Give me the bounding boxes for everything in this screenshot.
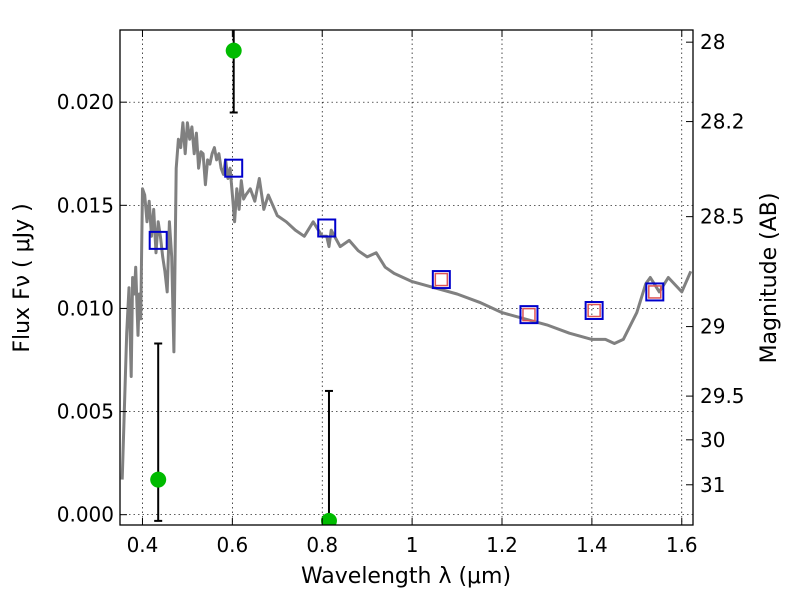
y-axis-label: Flux Fν ( μJy ) bbox=[10, 203, 35, 352]
photometry-point bbox=[150, 471, 167, 488]
model-box-inner bbox=[522, 307, 536, 322]
x-tick-label: 1.6 bbox=[666, 533, 698, 557]
model-box-inner bbox=[587, 303, 601, 318]
y2-axis-label: Magnitude (AB) bbox=[757, 193, 782, 364]
x-tick-label: 1.4 bbox=[576, 533, 608, 557]
y2-tick-label: 28.5 bbox=[700, 205, 745, 229]
model-box-point bbox=[431, 270, 451, 290]
plot-frame bbox=[119, 29, 694, 526]
x-tick-label: 1 bbox=[406, 533, 419, 557]
model-box-point bbox=[645, 282, 665, 302]
model-box-point bbox=[224, 158, 244, 178]
x-tick-label: 1.2 bbox=[486, 533, 518, 557]
x-tick-label: 0.8 bbox=[306, 533, 338, 557]
model-box-inner bbox=[434, 272, 449, 287]
photometry-point bbox=[320, 512, 337, 525]
model-spectrum-line bbox=[120, 121, 693, 480]
y2-tick-label: 29.5 bbox=[700, 384, 745, 408]
axis-ticks: 0.4 0.6 0.8 1 1.2 1.4 1.6 0.000 0.005 0.010 0.015 0… bbox=[57, 30, 745, 557]
model-box-point bbox=[148, 230, 168, 250]
y-tick-label: 0.010 bbox=[57, 296, 114, 320]
y2-tick-label: 29 bbox=[700, 315, 725, 339]
y-tick-label: 0.020 bbox=[57, 90, 114, 114]
model-box-point bbox=[584, 301, 604, 320]
y-tick-label: 0.015 bbox=[57, 193, 114, 217]
model-box-inner bbox=[648, 285, 662, 299]
x-tick-label: 0.4 bbox=[127, 533, 159, 557]
y2-tick-label: 31 bbox=[700, 473, 725, 497]
y2-tick-label: 28 bbox=[700, 30, 725, 54]
model-box-point bbox=[519, 305, 539, 325]
y-tick-label: 0.005 bbox=[57, 400, 114, 424]
y-tick-label: 0.000 bbox=[57, 503, 114, 527]
model-box-point bbox=[317, 218, 337, 238]
photometry-point bbox=[225, 42, 242, 59]
y2-tick-label: 30 bbox=[700, 428, 725, 452]
grid bbox=[120, 30, 693, 525]
x-axis-label: Wavelength λ (μm) bbox=[301, 564, 511, 589]
plot-series bbox=[120, 30, 693, 525]
x-tick-label: 0.6 bbox=[216, 533, 248, 557]
y2-tick-label: 28.2 bbox=[700, 110, 745, 134]
